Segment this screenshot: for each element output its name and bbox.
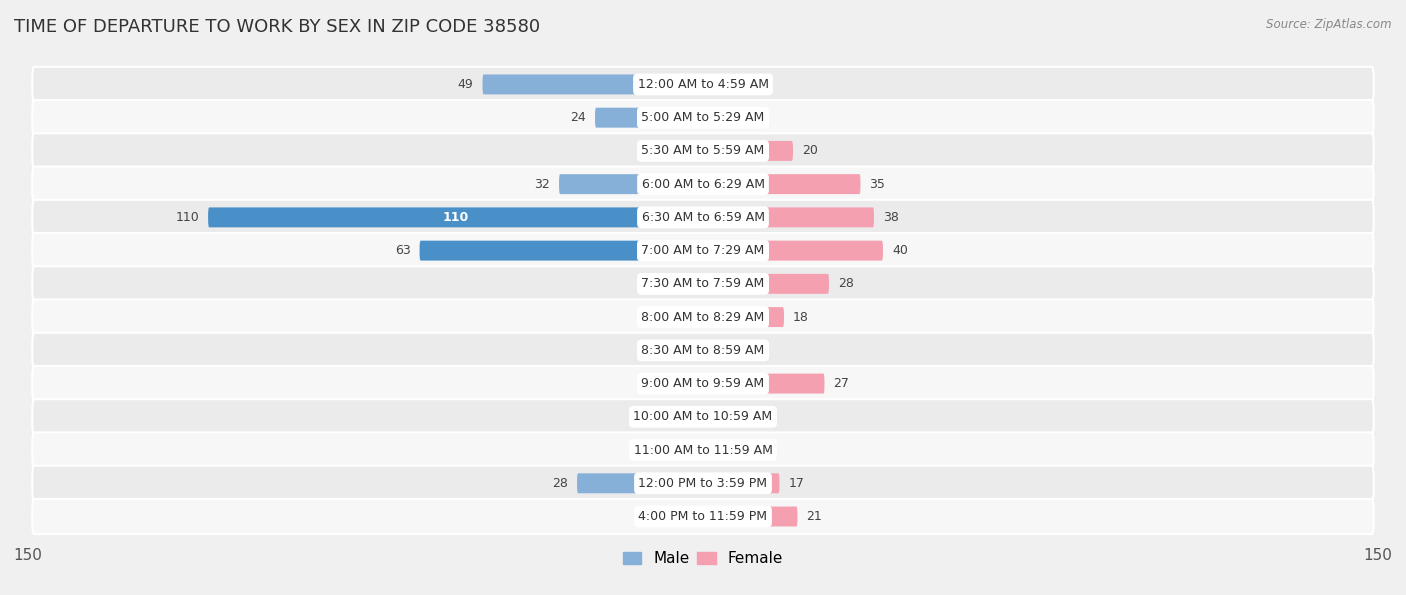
Text: 7:30 AM to 7:59 AM: 7:30 AM to 7:59 AM xyxy=(641,277,765,290)
Text: 4: 4 xyxy=(668,311,676,324)
FancyBboxPatch shape xyxy=(703,208,875,227)
FancyBboxPatch shape xyxy=(685,440,703,460)
Text: 110: 110 xyxy=(443,211,468,224)
Text: 9:00 AM to 9:59 AM: 9:00 AM to 9:59 AM xyxy=(641,377,765,390)
Text: 17: 17 xyxy=(789,477,804,490)
FancyBboxPatch shape xyxy=(32,167,1374,202)
FancyBboxPatch shape xyxy=(32,366,1374,401)
FancyBboxPatch shape xyxy=(672,141,703,161)
Text: 0: 0 xyxy=(730,411,738,423)
FancyBboxPatch shape xyxy=(560,174,703,194)
Text: 32: 32 xyxy=(534,178,550,190)
Text: 0: 0 xyxy=(668,277,676,290)
Text: 4: 4 xyxy=(730,111,738,124)
Text: 0: 0 xyxy=(668,510,676,523)
FancyBboxPatch shape xyxy=(32,466,1374,501)
FancyBboxPatch shape xyxy=(32,299,1374,335)
Text: 8:30 AM to 8:59 AM: 8:30 AM to 8:59 AM xyxy=(641,344,765,357)
Text: 28: 28 xyxy=(838,277,853,290)
Text: 4:00 PM to 11:59 PM: 4:00 PM to 11:59 PM xyxy=(638,510,768,523)
FancyBboxPatch shape xyxy=(208,208,703,227)
FancyBboxPatch shape xyxy=(32,333,1374,368)
FancyBboxPatch shape xyxy=(32,499,1374,534)
FancyBboxPatch shape xyxy=(32,233,1374,268)
Text: 10:00 AM to 10:59 AM: 10:00 AM to 10:59 AM xyxy=(634,411,772,423)
FancyBboxPatch shape xyxy=(703,74,721,95)
FancyBboxPatch shape xyxy=(685,340,703,361)
FancyBboxPatch shape xyxy=(703,307,785,327)
FancyBboxPatch shape xyxy=(703,141,793,161)
FancyBboxPatch shape xyxy=(576,473,703,493)
Text: 24: 24 xyxy=(571,111,586,124)
FancyBboxPatch shape xyxy=(703,407,721,427)
FancyBboxPatch shape xyxy=(703,473,779,493)
Text: 40: 40 xyxy=(891,244,908,257)
FancyBboxPatch shape xyxy=(685,506,703,527)
Text: 6:30 AM to 6:59 AM: 6:30 AM to 6:59 AM xyxy=(641,211,765,224)
Text: 20: 20 xyxy=(801,145,818,158)
Text: 38: 38 xyxy=(883,211,898,224)
FancyBboxPatch shape xyxy=(419,240,703,261)
Text: 0: 0 xyxy=(668,411,676,423)
FancyBboxPatch shape xyxy=(685,274,703,294)
Text: 21: 21 xyxy=(807,510,823,523)
FancyBboxPatch shape xyxy=(32,100,1374,135)
FancyBboxPatch shape xyxy=(703,108,721,128)
FancyBboxPatch shape xyxy=(32,67,1374,102)
Text: 7:00 AM to 7:29 AM: 7:00 AM to 7:29 AM xyxy=(641,244,765,257)
FancyBboxPatch shape xyxy=(703,440,721,460)
Text: 6:00 AM to 6:29 AM: 6:00 AM to 6:29 AM xyxy=(641,178,765,190)
FancyBboxPatch shape xyxy=(685,307,703,327)
FancyBboxPatch shape xyxy=(685,407,703,427)
Text: 18: 18 xyxy=(793,311,808,324)
Text: 11:00 AM to 11:59 AM: 11:00 AM to 11:59 AM xyxy=(634,443,772,456)
Text: 28: 28 xyxy=(553,477,568,490)
Text: 35: 35 xyxy=(869,178,886,190)
Text: 5:30 AM to 5:59 AM: 5:30 AM to 5:59 AM xyxy=(641,145,765,158)
FancyBboxPatch shape xyxy=(703,274,830,294)
FancyBboxPatch shape xyxy=(703,374,824,393)
Text: TIME OF DEPARTURE TO WORK BY SEX IN ZIP CODE 38580: TIME OF DEPARTURE TO WORK BY SEX IN ZIP … xyxy=(14,18,540,36)
Text: 9: 9 xyxy=(645,377,654,390)
Text: 63: 63 xyxy=(395,244,411,257)
Text: 0: 0 xyxy=(730,78,738,91)
FancyBboxPatch shape xyxy=(32,133,1374,168)
FancyBboxPatch shape xyxy=(32,399,1374,434)
Text: 0: 0 xyxy=(668,443,676,456)
Text: 12:00 AM to 4:59 AM: 12:00 AM to 4:59 AM xyxy=(637,78,769,91)
FancyBboxPatch shape xyxy=(703,174,860,194)
Text: 0: 0 xyxy=(730,344,738,357)
Text: 49: 49 xyxy=(458,78,474,91)
FancyBboxPatch shape xyxy=(662,374,703,393)
Text: 0: 0 xyxy=(730,443,738,456)
FancyBboxPatch shape xyxy=(482,74,703,95)
FancyBboxPatch shape xyxy=(595,108,703,128)
FancyBboxPatch shape xyxy=(703,506,797,527)
Text: 110: 110 xyxy=(176,211,200,224)
Text: 27: 27 xyxy=(834,377,849,390)
FancyBboxPatch shape xyxy=(703,340,721,361)
FancyBboxPatch shape xyxy=(32,433,1374,468)
Text: Source: ZipAtlas.com: Source: ZipAtlas.com xyxy=(1267,18,1392,31)
Text: 5:00 AM to 5:29 AM: 5:00 AM to 5:29 AM xyxy=(641,111,765,124)
Legend: Male, Female: Male, Female xyxy=(617,545,789,572)
FancyBboxPatch shape xyxy=(32,266,1374,302)
FancyBboxPatch shape xyxy=(703,240,883,261)
Text: 0: 0 xyxy=(668,344,676,357)
Text: 7: 7 xyxy=(655,145,662,158)
Text: 8:00 AM to 8:29 AM: 8:00 AM to 8:29 AM xyxy=(641,311,765,324)
Text: 12:00 PM to 3:59 PM: 12:00 PM to 3:59 PM xyxy=(638,477,768,490)
FancyBboxPatch shape xyxy=(32,200,1374,235)
